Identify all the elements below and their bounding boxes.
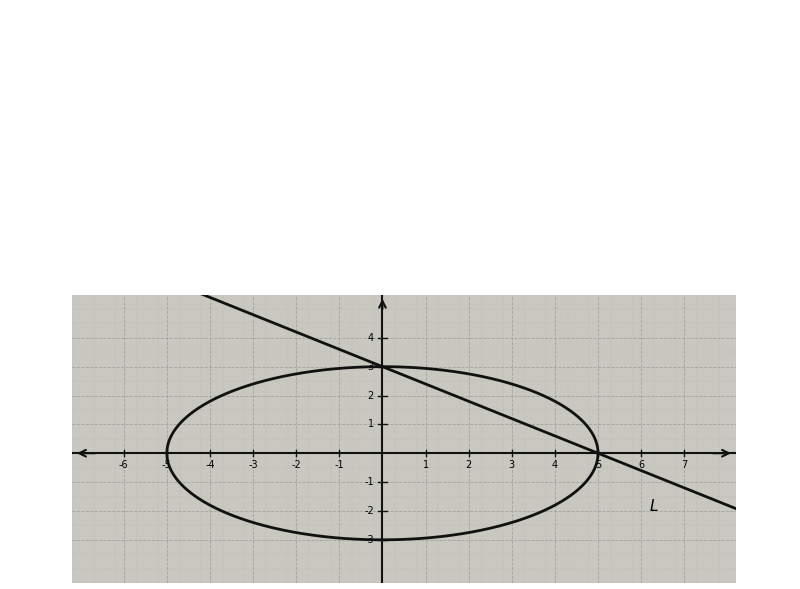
Text: -2: -2	[364, 506, 374, 516]
Text: 2: 2	[367, 391, 374, 401]
Text: -2: -2	[291, 461, 301, 471]
Text: 1: 1	[368, 419, 374, 429]
Text: -1: -1	[334, 461, 344, 471]
Text: 4: 4	[552, 461, 558, 471]
Text: 3: 3	[368, 362, 374, 372]
Text: 1: 1	[422, 461, 429, 471]
Text: -6: -6	[119, 461, 129, 471]
Text: 6: 6	[638, 461, 644, 471]
Text: -3: -3	[248, 461, 258, 471]
Text: 4: 4	[368, 333, 374, 343]
Text: -5: -5	[162, 461, 172, 471]
Text: -1: -1	[364, 477, 374, 487]
Text: 3: 3	[509, 461, 515, 471]
Text: 7: 7	[681, 461, 687, 471]
Text: 5: 5	[595, 461, 601, 471]
Text: -4: -4	[205, 461, 214, 471]
Text: L: L	[650, 499, 658, 514]
Text: 2: 2	[466, 461, 472, 471]
Text: -3: -3	[364, 535, 374, 545]
